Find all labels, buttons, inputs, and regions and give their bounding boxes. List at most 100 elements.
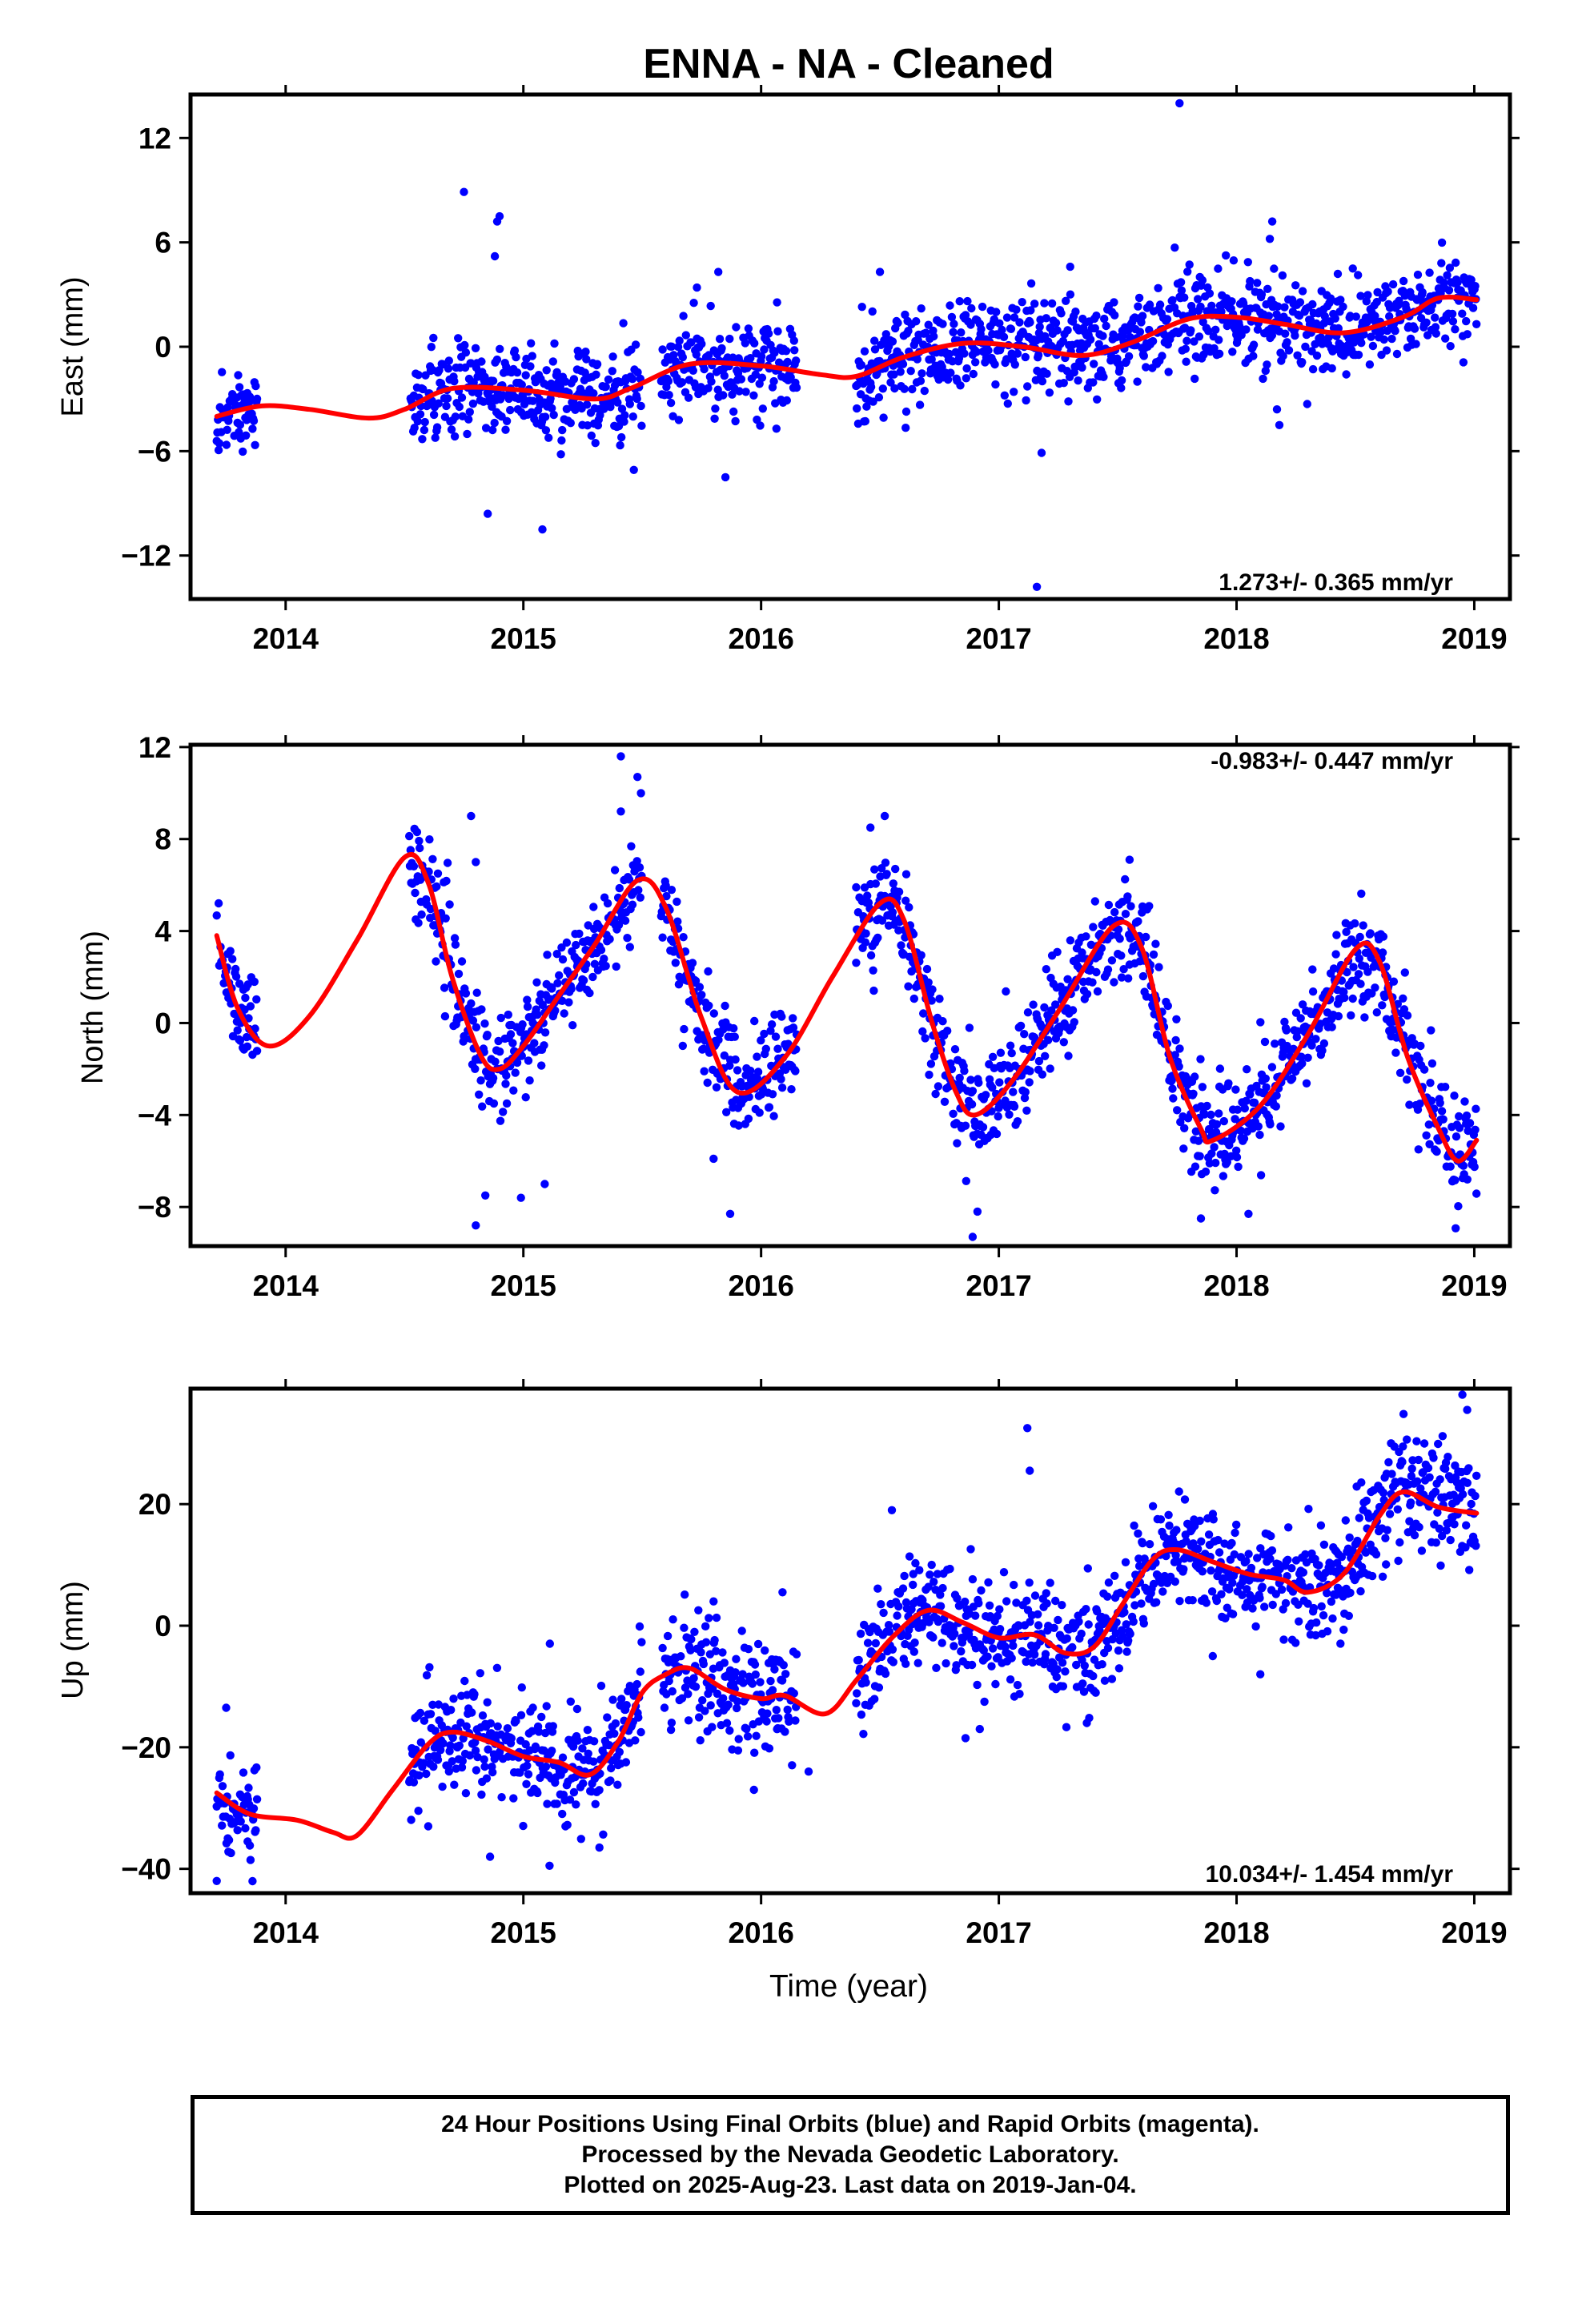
east-data-point (930, 332, 938, 341)
north-data-point (1355, 932, 1364, 942)
up-data-point (1228, 1610, 1238, 1618)
up-data-point (1173, 1557, 1182, 1566)
up-data-point (950, 1642, 958, 1651)
up-data-point (781, 1727, 789, 1736)
up-data-point (988, 1644, 998, 1653)
north-data-point (252, 1047, 262, 1055)
north-data-point (769, 1112, 778, 1120)
up-data-point (752, 1731, 761, 1740)
east-data-point (664, 376, 673, 386)
north-data-point (1391, 1048, 1400, 1057)
up-data-point (1104, 1578, 1114, 1587)
up-data-point (1139, 1619, 1149, 1628)
north-data-point (926, 1059, 936, 1068)
north-data-point (1359, 921, 1367, 930)
north-data-point (1372, 1008, 1382, 1017)
north-data-point (1195, 1152, 1204, 1161)
up-data-point (572, 1800, 580, 1809)
up-data-point (663, 1631, 673, 1641)
up-data-point (558, 1753, 568, 1762)
north-data-point (1110, 978, 1118, 987)
up-data-point (1058, 1659, 1067, 1667)
up-data-point (1467, 1499, 1476, 1509)
up-data-point (686, 1646, 695, 1655)
up-data-point (1279, 1635, 1288, 1644)
up-data-point (1230, 1550, 1239, 1559)
north-data-point (773, 1044, 782, 1053)
east-data-point (506, 405, 515, 415)
up-data-point (1120, 1608, 1129, 1617)
north-data-point (870, 865, 879, 874)
north-data-point (1090, 897, 1100, 906)
up-data-point (1026, 1618, 1034, 1626)
footer-line-2: Processed by the Nevada Geodetic Laborat… (581, 2141, 1119, 2168)
north-data-point (1298, 1000, 1307, 1009)
east-data-point (693, 283, 701, 292)
east-data-point (1267, 217, 1277, 226)
north-data-point (443, 858, 452, 867)
up-data-point (926, 1570, 934, 1579)
east-data-point (1099, 372, 1108, 381)
up-data-point (1179, 1565, 1188, 1574)
east-data-point (431, 433, 440, 442)
up-data-point (1268, 1600, 1277, 1610)
up-data-point (737, 1626, 746, 1635)
up-data-point (611, 1719, 620, 1728)
up-data-point (473, 1752, 482, 1762)
east-data-point (875, 267, 885, 276)
north-data-point (1207, 1110, 1215, 1120)
north-data-point (888, 908, 897, 917)
up-data-point (584, 1749, 592, 1758)
east-data-point (461, 348, 471, 357)
up-data-point (1028, 1658, 1037, 1667)
up-data-point (684, 1716, 693, 1725)
up-data-point (252, 1763, 261, 1772)
north-data-point (551, 1006, 560, 1015)
east-data-point (620, 417, 628, 426)
up-data-point (853, 1689, 861, 1698)
up-data-point (1248, 1604, 1257, 1613)
east-data-point (1134, 293, 1144, 303)
up-data-point (635, 1622, 644, 1631)
up-data-point (1344, 1611, 1354, 1621)
up-data-point (1271, 1590, 1281, 1598)
up-data-point (893, 1611, 901, 1620)
up-data-point (1080, 1661, 1090, 1671)
north-data-point (525, 1076, 534, 1085)
north-data-point (965, 1023, 974, 1032)
east-data-point (1026, 318, 1034, 327)
east-data-point (420, 417, 429, 427)
up-data-point (528, 1703, 537, 1712)
east-data-point (757, 352, 766, 361)
up-data-point (1091, 1688, 1100, 1697)
east-data-point (962, 364, 971, 373)
east-data-point (1094, 340, 1103, 348)
up-data-point (953, 1594, 962, 1603)
east-data-point (1357, 339, 1366, 348)
up-data-point (881, 1669, 890, 1679)
up-data-point (589, 1757, 598, 1766)
up-data-point (565, 1795, 575, 1804)
north-data-point (1255, 1130, 1264, 1140)
up-data-point (1010, 1580, 1018, 1590)
up-data-point (957, 1647, 966, 1656)
east-data-point (874, 393, 884, 402)
east-data-point (1467, 275, 1476, 284)
east-data-point (1148, 336, 1158, 346)
north-data-point (564, 998, 573, 1007)
east-rate-label: 1.273+/- 0.365 mm/yr (1219, 569, 1453, 596)
up-data-point (1170, 1577, 1180, 1586)
up-data-point (1362, 1496, 1371, 1506)
up-data-point (1084, 1620, 1093, 1629)
east-data-point (741, 339, 749, 348)
up-data-point (738, 1670, 747, 1679)
up-data-point (524, 1770, 533, 1779)
north-data-point (425, 835, 434, 844)
north-data-point (472, 858, 480, 866)
east-data-point (888, 337, 897, 346)
east-data-point (1437, 238, 1447, 247)
north-data-point (1472, 1189, 1481, 1198)
up-data-point (1110, 1571, 1119, 1581)
east-data-point (681, 331, 690, 340)
up-data-point (985, 1601, 994, 1610)
